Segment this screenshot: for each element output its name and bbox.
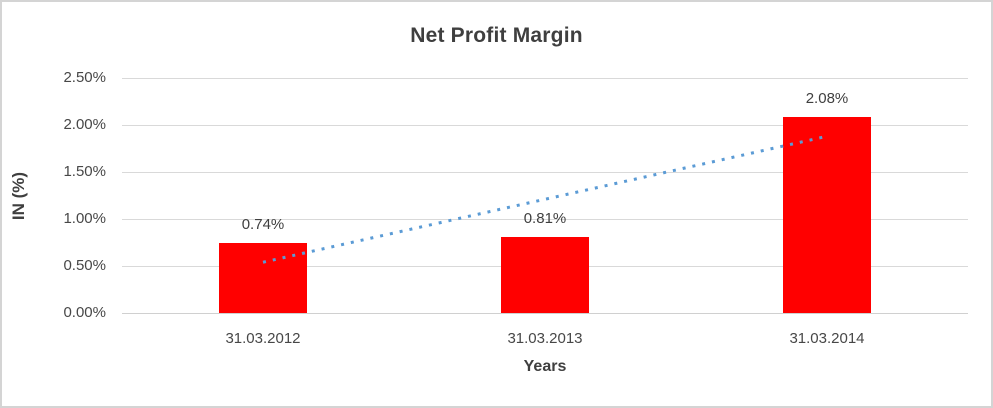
x-tick-label: 31.03.2012	[225, 330, 301, 347]
bar-31.03.2014	[783, 117, 871, 313]
x-tick-label: 31.03.2013	[507, 330, 583, 347]
bar-31.03.2012	[219, 243, 307, 313]
y-tick-label: 0.00%	[63, 304, 106, 321]
y-tick-label: 2.50%	[63, 69, 106, 86]
gridline	[122, 78, 968, 79]
data-label: 0.81%	[523, 210, 567, 227]
gridline	[122, 125, 968, 126]
chart-title: Net Profit Margin	[410, 24, 583, 47]
y-tick-label: 1.50%	[63, 163, 106, 180]
data-label: 0.74%	[241, 216, 285, 233]
x-axis-title: Years	[523, 358, 567, 375]
y-tick-label: 1.00%	[63, 210, 106, 227]
y-axis-title: IN (%)	[9, 171, 28, 221]
data-label: 2.08%	[805, 90, 849, 107]
y-tick-label: 2.00%	[63, 116, 106, 133]
x-tick-label: 31.03.2014	[789, 330, 865, 347]
x-axis-line	[122, 313, 968, 314]
y-tick-label: 0.50%	[63, 257, 106, 274]
bar-31.03.2013	[501, 237, 589, 313]
